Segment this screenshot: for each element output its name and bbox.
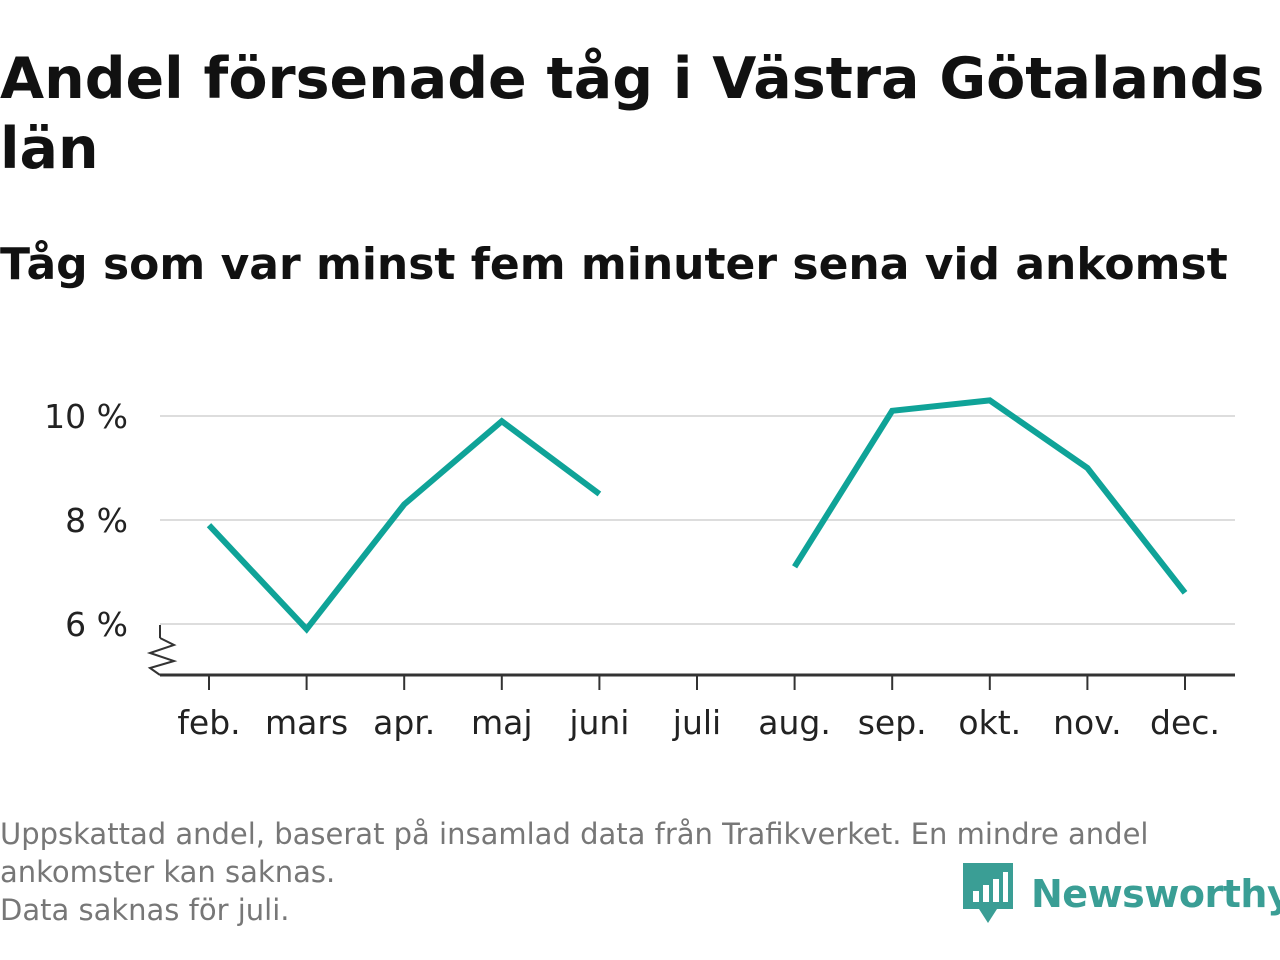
chart-subtitle: Tåg som var minst fem minuter sena vid a… (0, 239, 1228, 290)
newsworthy-logo-icon (963, 863, 1013, 923)
footnote-line-1: Uppskattad andel, baserat på insamlad da… (0, 817, 1149, 851)
y-axis-ticks: 6 % 8 % 10 % (44, 397, 128, 644)
y-tick-label: 6 % (65, 605, 128, 644)
brand-name: Newsworthy (1031, 872, 1280, 916)
x-tick-label: dec. (1150, 703, 1220, 742)
x-tick-label: nov. (1053, 703, 1122, 742)
gridlines (160, 415, 1235, 625)
x-tick-label: maj (471, 703, 533, 742)
x-tick-label: apr. (373, 703, 435, 742)
x-axis-ticks: feb. mars apr. maj juni juli aug. sep. okt. nov. d… (177, 675, 1220, 742)
chart-title: Andel försenade tåg i Västra Götalands l… (0, 46, 1265, 182)
footnote-line-3: Data saknas för juli. (0, 893, 290, 927)
x-tick-label: feb. (177, 703, 240, 742)
x-axis (146, 625, 1235, 677)
x-tick-label: juni (568, 703, 629, 742)
series-lines (206, 397, 1188, 634)
line-chart: 6 % 8 % 10 % feb. mars apr. maj juni juli aug. se… (44, 397, 1235, 742)
x-tick-label: mars (265, 703, 348, 742)
x-tick-label: sep. (858, 703, 927, 742)
series-line-segment (792, 397, 1188, 595)
y-tick-label: 10 % (44, 397, 128, 436)
series-line-segment (206, 417, 602, 634)
x-tick-label: aug. (758, 703, 831, 742)
x-tick-label: juli (672, 703, 721, 742)
footnote: Uppskattad andel, baserat på insamlad da… (0, 815, 1270, 929)
footnote-line-2: ankomster kan saknas. (0, 855, 336, 889)
x-tick-label: okt. (958, 703, 1021, 742)
y-tick-label: 8 % (65, 501, 128, 540)
y-axis-break-icon (146, 637, 178, 676)
newsworthy-logo: Newsworthy (963, 862, 1280, 926)
